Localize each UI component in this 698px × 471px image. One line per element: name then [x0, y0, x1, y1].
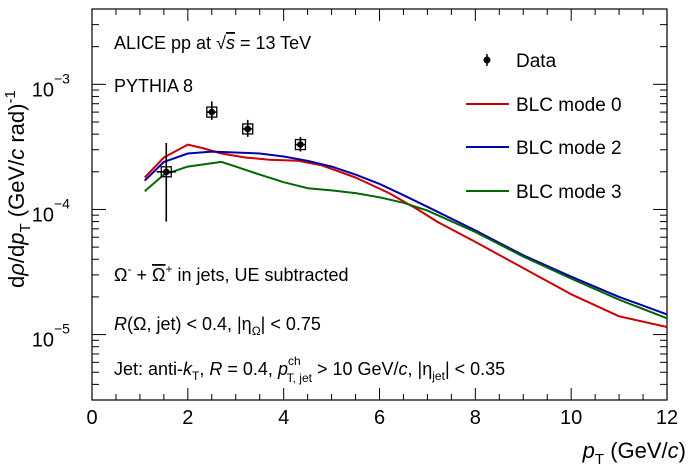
data-syst-box — [160, 166, 172, 178]
series-line-blc-mode-0 — [143, 143, 668, 328]
y-tick-label: 10 — [32, 330, 54, 352]
legend: Data BLC mode 0 BLC mode 2 BLC mode 3 — [466, 51, 622, 203]
legend-data-marker — [483, 56, 491, 64]
legend-label-data: Data — [516, 51, 557, 72]
x-tick-label: 12 — [656, 407, 678, 429]
data-point — [162, 168, 170, 176]
y-tick-exponent: −5 — [54, 321, 70, 337]
x-tick-label: 6 — [374, 407, 385, 429]
data-points — [156, 101, 307, 222]
annotation-particle: Ω- + Ω+ in jets, UE subtracted — [114, 262, 349, 285]
legend-entry-blc-mode-0: BLC mode 0 — [466, 95, 622, 116]
y-tick-label: 10 — [32, 204, 54, 226]
x-tick-label: 2 — [182, 407, 193, 429]
legend-entry-blc-mode-3: BLC mode 3 — [466, 182, 622, 203]
data-syst-box — [294, 138, 307, 151]
series-line-blc-mode-2 — [144, 150, 668, 316]
x-axis: 0 2 4 6 8 10 12 — [86, 9, 678, 429]
data-point — [297, 141, 304, 148]
legend-label-blc-mode-2: BLC mode 2 — [516, 138, 622, 159]
annotation-jet: Jet: anti-kT, R = 0.4, pch T, jet > 10 Ge… — [114, 354, 505, 385]
x-tick-label: 4 — [278, 407, 289, 429]
annotation-cut: R(Ω, jet) < 0.4, |ηΩ| < 0.75 — [114, 314, 321, 338]
y-tick-label: 10 — [32, 79, 54, 101]
legend-entry-data: Data — [483, 51, 557, 72]
x-axis-title: pT (GeV/c) — [582, 438, 686, 468]
x-tick-label: 0 — [86, 407, 97, 429]
legend-entry-blc-mode-2: BLC mode 2 — [466, 138, 622, 159]
data-syst-box — [206, 106, 218, 118]
data-syst-box — [242, 123, 254, 135]
y-tick-exponent: −3 — [54, 70, 70, 86]
y-tick-exponent: −4 — [54, 195, 70, 211]
series-line-blc-mode-3 — [144, 160, 668, 320]
legend-label-blc-mode-3: BLC mode 3 — [516, 182, 622, 203]
y-axis-title: dρ/dpT (GeV/c rad)-1 — [2, 90, 34, 288]
annotation-pythia: PYTHIA 8 — [114, 76, 193, 96]
data-point — [244, 125, 252, 133]
y-axis: 10−310−410−5 — [32, 8, 667, 401]
plot-frame — [91, 8, 668, 401]
series-lines — [143, 143, 668, 328]
annotation-alice: ALICE pp at √s = 13 TeV — [114, 33, 311, 53]
data-point — [208, 108, 216, 116]
x-tick-label: 10 — [560, 407, 582, 429]
x-tick-label: 8 — [470, 407, 481, 429]
legend-label-blc-mode-0: BLC mode 0 — [516, 95, 622, 116]
